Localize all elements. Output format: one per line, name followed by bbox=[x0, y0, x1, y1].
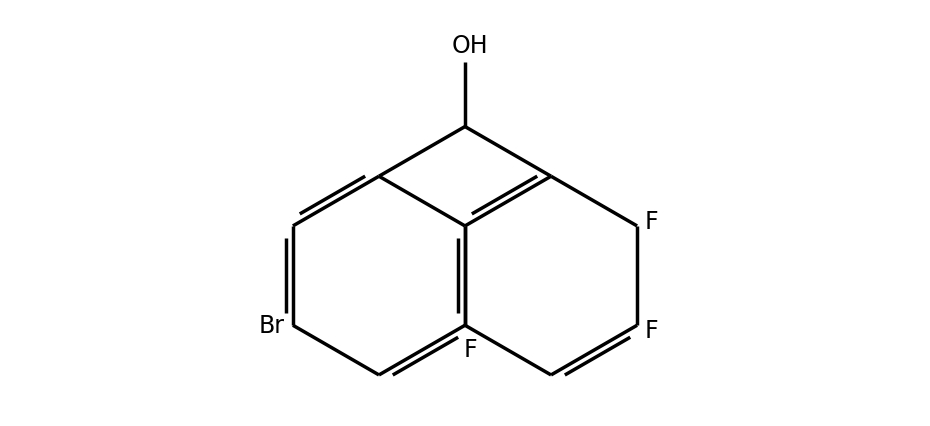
Text: F: F bbox=[645, 210, 658, 233]
Text: OH: OH bbox=[452, 34, 488, 58]
Text: Br: Br bbox=[259, 314, 285, 337]
Text: F: F bbox=[463, 337, 477, 361]
Text: F: F bbox=[645, 319, 658, 343]
